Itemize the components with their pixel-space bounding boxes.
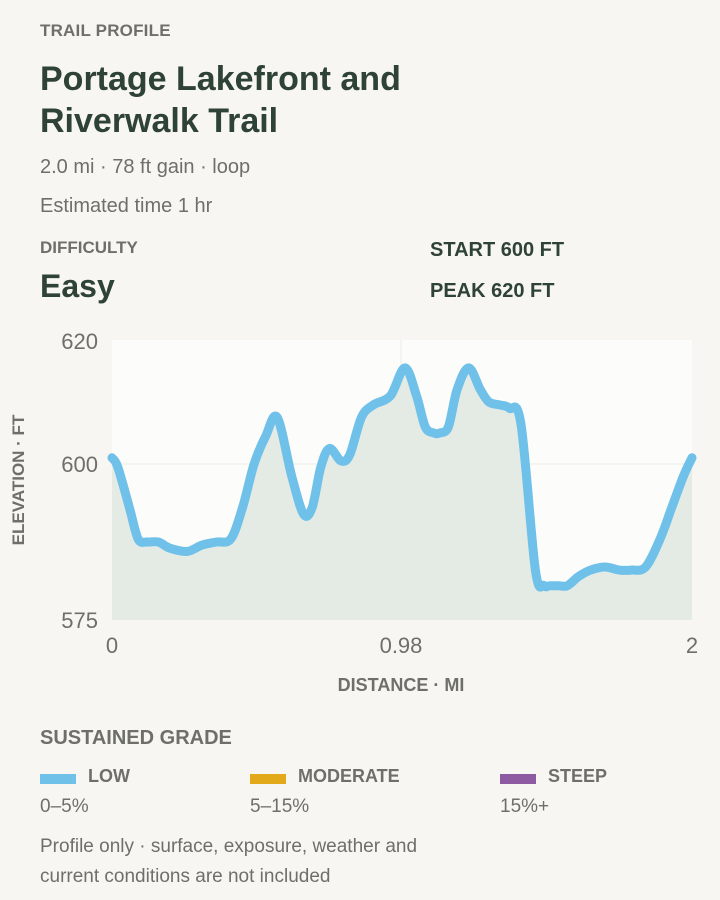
legend-title: SUSTAINED GRADE bbox=[40, 727, 232, 749]
peak-elevation: PEAK 620 FT bbox=[430, 280, 555, 302]
elevation-chart: 620 600 575 0 0.98 2 DISTANCE · MI ELEVA… bbox=[9, 329, 698, 695]
legend-swatch-low bbox=[40, 774, 76, 784]
legend-name-moderate: MODERATE bbox=[298, 766, 400, 786]
trail-title: Portage Lakefront and Riverwalk Trail bbox=[40, 60, 401, 140]
elevation-area bbox=[112, 367, 692, 620]
legend-swatch-steep bbox=[500, 774, 536, 784]
legend-range-low: 0–5% bbox=[40, 796, 89, 817]
x-tick-2: 2 bbox=[686, 633, 698, 658]
legend-range-moderate: 5–15% bbox=[250, 796, 310, 817]
difficulty-label: DIFFICULTY bbox=[40, 238, 138, 257]
footnote: Profile only · surface, exposure, weathe… bbox=[40, 836, 418, 887]
legend-name-low: LOW bbox=[88, 766, 130, 786]
legend-range-steep: 15%+ bbox=[500, 796, 550, 817]
y-axis-label: ELEVATION · FT bbox=[9, 414, 28, 545]
x-axis-label: DISTANCE · MI bbox=[338, 675, 465, 695]
difficulty-value: Easy bbox=[40, 268, 115, 304]
legend-name-steep: STEEP bbox=[548, 766, 608, 786]
estimated-time: Estimated time 1 hr bbox=[40, 195, 213, 217]
elevation-line bbox=[107, 363, 697, 592]
x-tick-0: 0 bbox=[106, 633, 118, 658]
trail-summary: 2.0 mi · 78 ft gain · loop bbox=[40, 156, 251, 178]
eyebrow-label: TRAIL PROFILE bbox=[40, 21, 171, 40]
legend-swatch-moderate bbox=[250, 774, 286, 784]
y-tick-600: 600 bbox=[61, 452, 98, 477]
y-tick-620: 620 bbox=[61, 329, 98, 354]
y-tick-575: 575 bbox=[61, 608, 98, 633]
start-elevation: START 600 FT bbox=[430, 239, 565, 261]
x-tick-0.98: 0.98 bbox=[380, 633, 423, 658]
